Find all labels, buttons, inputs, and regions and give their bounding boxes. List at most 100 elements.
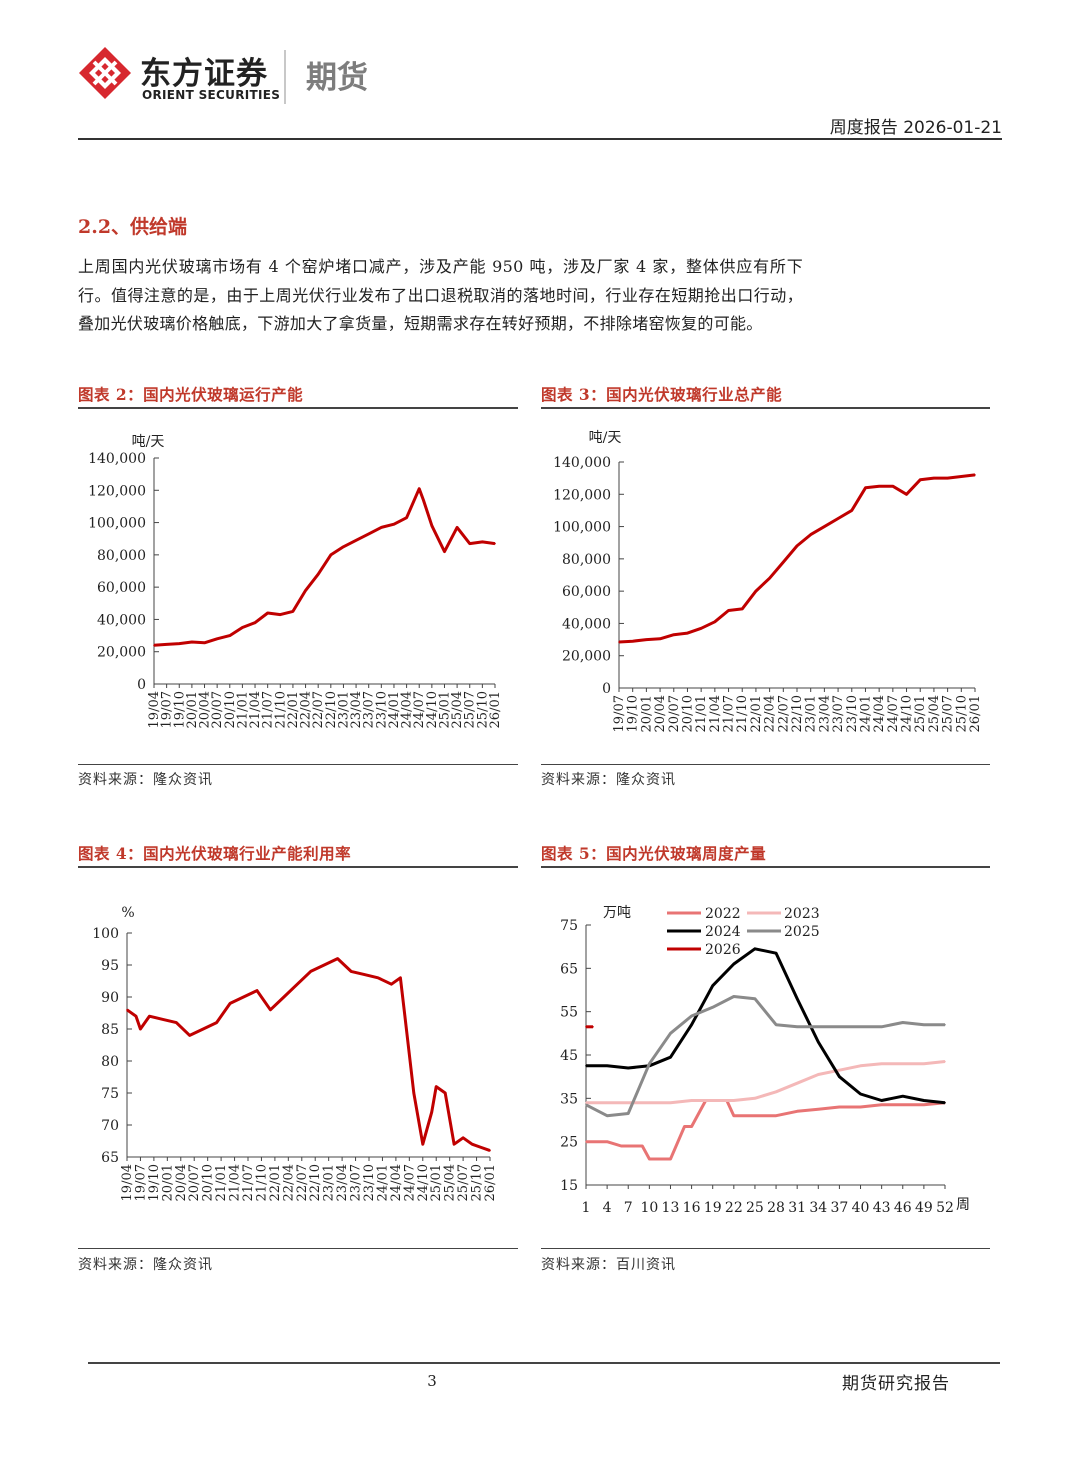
data-point-main <box>241 626 244 629</box>
x-tick-label: 16 <box>683 1200 701 1216</box>
x-tick-label: 52 <box>936 1200 954 1216</box>
x-tick-label: 23/10 <box>845 695 860 732</box>
x-tick-label: 22/07 <box>295 1164 310 1201</box>
x-tick-label: 20/01 <box>639 695 654 732</box>
y-tick-label: 95 <box>101 958 119 974</box>
y-tick-label: 60,000 <box>562 584 611 600</box>
data-point-main <box>686 632 689 634</box>
data-point-2024 <box>880 1099 883 1102</box>
x-tick-label: 20/10 <box>680 695 695 732</box>
brand-name-en: ORIENT SECURITIES <box>142 88 281 102</box>
data-point-main <box>283 996 285 998</box>
data-point-main <box>933 477 935 479</box>
x-tick-label: 20/04 <box>653 695 668 732</box>
x-tick-label: 21/10 <box>735 695 750 732</box>
data-point-main <box>175 1021 178 1024</box>
figure-5-title-rule <box>541 866 990 868</box>
data-point-main <box>444 1092 447 1094</box>
data-point-main <box>342 546 345 548</box>
x-tick-label: 24/04 <box>389 1164 404 1201</box>
y-tick-label: 35 <box>560 1091 578 1107</box>
x-tick-label: 19/04 <box>147 691 162 728</box>
data-point-main <box>202 1028 204 1030</box>
data-point-2022 <box>683 1125 686 1128</box>
data-point-main <box>443 550 446 553</box>
data-point-main <box>422 1143 424 1145</box>
x-tick-label: 24/04 <box>400 691 415 728</box>
x-tick-label: 13 <box>662 1200 680 1216</box>
y-tick-label: 70 <box>101 1118 119 1134</box>
figure-3-chart: 吨/天 140,000 120,000 100,000 80,000 60,000 40,0… <box>553 430 983 732</box>
data-point-main <box>413 1092 415 1094</box>
x-tick-label: 19/10 <box>626 695 641 732</box>
x-tick-label: 24/10 <box>900 695 915 732</box>
data-point-main <box>188 1034 191 1037</box>
figure-4-title-rule <box>78 866 518 868</box>
x-tick-label: 24/10 <box>416 1164 431 1201</box>
data-point-main <box>837 517 839 520</box>
x-tick-label: 24/01 <box>858 695 873 732</box>
data-point-main <box>304 589 307 592</box>
data-point-2022 <box>796 1110 798 1113</box>
data-point-main <box>330 554 332 556</box>
x-tick-label: 19/07 <box>133 1164 148 1201</box>
data-point-main <box>700 627 702 630</box>
figure-2-source: 资料来源：隆众资讯 <box>78 772 213 788</box>
x-tick-label: 20/01 <box>160 1164 175 1201</box>
data-point-main <box>323 964 325 966</box>
data-point-main <box>919 479 921 481</box>
data-point-main <box>480 1146 482 1149</box>
data-point-2025 <box>585 1104 587 1106</box>
x-tick-label: 28 <box>767 1200 785 1216</box>
data-point-2025 <box>796 1026 798 1028</box>
data-point-2024 <box>585 1065 587 1067</box>
data-point-main <box>178 642 181 645</box>
data-point-2024 <box>669 1056 672 1058</box>
figure-4-chart: %1009590858075706519/0419/0719/1020/0120… <box>92 905 498 1201</box>
data-point-main <box>823 525 826 528</box>
legend-label-2023: 2023 <box>784 906 820 922</box>
x-tick-label: 22 <box>725 1200 743 1216</box>
figure-3-title: 图表 3：国内光伏玻璃行业总产能 <box>541 385 783 404</box>
figure-2-title: 图表 2：国内光伏玻璃运行产能 <box>78 385 304 404</box>
x-tick-label: 26/01 <box>968 695 983 732</box>
x-tick-label: 22/07 <box>311 691 326 728</box>
data-point-main <box>363 973 366 976</box>
data-point-2025 <box>627 1112 629 1115</box>
data-point-2025 <box>648 1062 651 1065</box>
data-point-2023 <box>859 1065 862 1067</box>
data-point-main <box>768 577 771 579</box>
page-number: 3 <box>427 1372 437 1390</box>
data-point-2026 <box>585 1026 587 1028</box>
figure-5-source-rule <box>541 1248 990 1249</box>
data-point-2022 <box>669 1158 672 1160</box>
figure-3-source: 资料来源：隆众资讯 <box>541 772 676 788</box>
x-tick-label: 25/01 <box>913 695 928 732</box>
data-point-main <box>659 638 661 640</box>
data-point-main <box>462 1137 464 1139</box>
data-point-main <box>489 1149 491 1152</box>
data-point-2025 <box>859 1026 862 1028</box>
data-point-main <box>380 526 383 529</box>
data-point-2023 <box>690 1099 693 1102</box>
data-point-main <box>390 983 393 985</box>
data-point-2022 <box>620 1145 622 1147</box>
x-tick-label: 23/07 <box>362 691 377 728</box>
x-tick-label: 19/10 <box>172 691 187 728</box>
footer-rule <box>88 1362 1000 1364</box>
legend-label-2024: 2024 <box>705 924 741 940</box>
x-tick-label: 21/04 <box>228 1164 243 1201</box>
data-point-main <box>418 487 421 490</box>
data-point-main <box>892 485 894 487</box>
y-tick-label: 0 <box>602 681 611 697</box>
x-tick-label: 22/10 <box>790 695 805 732</box>
x-tick-label: 19/07 <box>160 691 175 728</box>
x-tick-label: 24/04 <box>872 695 887 732</box>
data-point-main <box>229 1002 231 1005</box>
y-tick-label: 40,000 <box>562 616 611 632</box>
x-tick-label: 22/04 <box>299 691 314 728</box>
data-point-2025 <box>690 1015 693 1017</box>
chart-unit-label: 吨/天 <box>589 430 622 446</box>
data-point-2022 <box>923 1104 925 1106</box>
